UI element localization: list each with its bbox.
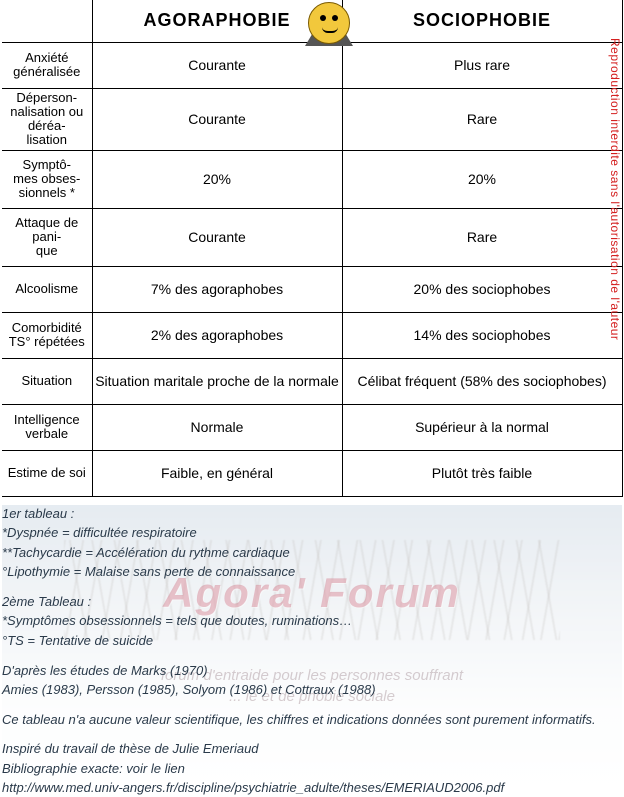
footnote-line: Amies (1983), Persson (1985), Solyom (19… — [2, 681, 622, 699]
footnote-block1-title: 1er tableau : — [2, 505, 622, 523]
cell-sociophobie: Célibat fréquent (58% des sociophobes) — [342, 358, 622, 404]
row-label: Anxiété généralisée — [2, 42, 92, 88]
footnote-line: *Symptômes obsessionnels = tels que dout… — [2, 612, 622, 630]
row-label: Alcoolisme — [2, 266, 92, 312]
cell-sociophobie: 20% — [342, 150, 622, 208]
footnote-line: °TS = Tentative de suicide — [2, 632, 622, 650]
table-row: Alcoolisme7% des agoraphobes20% des soci… — [2, 266, 622, 312]
comparison-table-wrap: AGORAPHOBIE SOCIOPHOBIE Anxiété générali… — [2, 0, 622, 497]
row-label: Situation — [2, 358, 92, 404]
header-sociophobie: SOCIOPHOBIE — [342, 0, 622, 42]
cell-sociophobie: Plutôt très faible — [342, 450, 622, 496]
footnote-block2-title: 2ème Tableau : — [2, 593, 622, 611]
cell-agoraphobie: 7% des agoraphobes — [92, 266, 342, 312]
row-label: Comorbidité TS° répétées — [2, 312, 92, 358]
cell-sociophobie: 14% des sociophobes — [342, 312, 622, 358]
row-label: Déperson-nalisation ou déréa-lisation — [2, 88, 92, 150]
table-row: Comorbidité TS° répétées2% des agoraphob… — [2, 312, 622, 358]
comparison-table: AGORAPHOBIE SOCIOPHOBIE Anxiété générali… — [2, 0, 623, 497]
cell-agoraphobie: Courante — [92, 88, 342, 150]
footer-notes: Agora' Forum forum d'entraide pour les p… — [2, 505, 622, 797]
cell-agoraphobie: 2% des agoraphobes — [92, 312, 342, 358]
row-label: Intelligence verbale — [2, 404, 92, 450]
footnote-link: http://www.med.univ-angers.fr/discipline… — [2, 779, 622, 797]
table-row: Intelligence verbaleNormaleSupérieur à l… — [2, 404, 622, 450]
cell-sociophobie: 20% des sociophobes — [342, 266, 622, 312]
table-row: Symptô-mes obses-sionnels *20%20% — [2, 150, 622, 208]
cell-agoraphobie: Faible, en général — [92, 450, 342, 496]
header-blank — [2, 0, 92, 42]
footnote-line: **Tachycardie = Accélération du rythme c… — [2, 544, 622, 562]
cell-agoraphobie: Courante — [92, 42, 342, 88]
cell-agoraphobie: Normale — [92, 404, 342, 450]
cell-agoraphobie: Situation maritale proche de la normale — [92, 358, 342, 404]
footnote-line: Inspiré du travail de thèse de Julie Eme… — [2, 740, 622, 758]
table-row: Estime de soiFaible, en généralPlutôt tr… — [2, 450, 622, 496]
emoji-icon — [308, 2, 350, 44]
copyright-watermark: Reproduction interdite sans l'autorisati… — [608, 38, 622, 340]
cell-agoraphobie: Courante — [92, 208, 342, 266]
row-label: Symptô-mes obses-sionnels * — [2, 150, 92, 208]
row-label: Estime de soi — [2, 450, 92, 496]
table-row: Attaque de pani-queCouranteRare — [2, 208, 622, 266]
footnote-disclaimer: Ce tableau n'a aucune valeur scientifiqu… — [2, 711, 622, 729]
footnote-line: °Lipothymie = Malaise sans perte de conn… — [2, 563, 622, 581]
header-agoraphobie: AGORAPHOBIE — [92, 0, 342, 42]
footnote-line: D'après les études de Marks (1970) — [2, 662, 622, 680]
table-row: SituationSituation maritale proche de la… — [2, 358, 622, 404]
table-row: Déperson-nalisation ou déréa-lisationCou… — [2, 88, 622, 150]
cell-sociophobie: Supérieur à la normal — [342, 404, 622, 450]
cell-sociophobie: Rare — [342, 88, 622, 150]
cell-sociophobie: Rare — [342, 208, 622, 266]
row-label: Attaque de pani-que — [2, 208, 92, 266]
cell-sociophobie: Plus rare — [342, 42, 622, 88]
cell-agoraphobie: 20% — [92, 150, 342, 208]
table-row: Anxiété généraliséeCourantePlus rare — [2, 42, 622, 88]
footnote-line: *Dyspnée = difficultée respiratoire — [2, 524, 622, 542]
